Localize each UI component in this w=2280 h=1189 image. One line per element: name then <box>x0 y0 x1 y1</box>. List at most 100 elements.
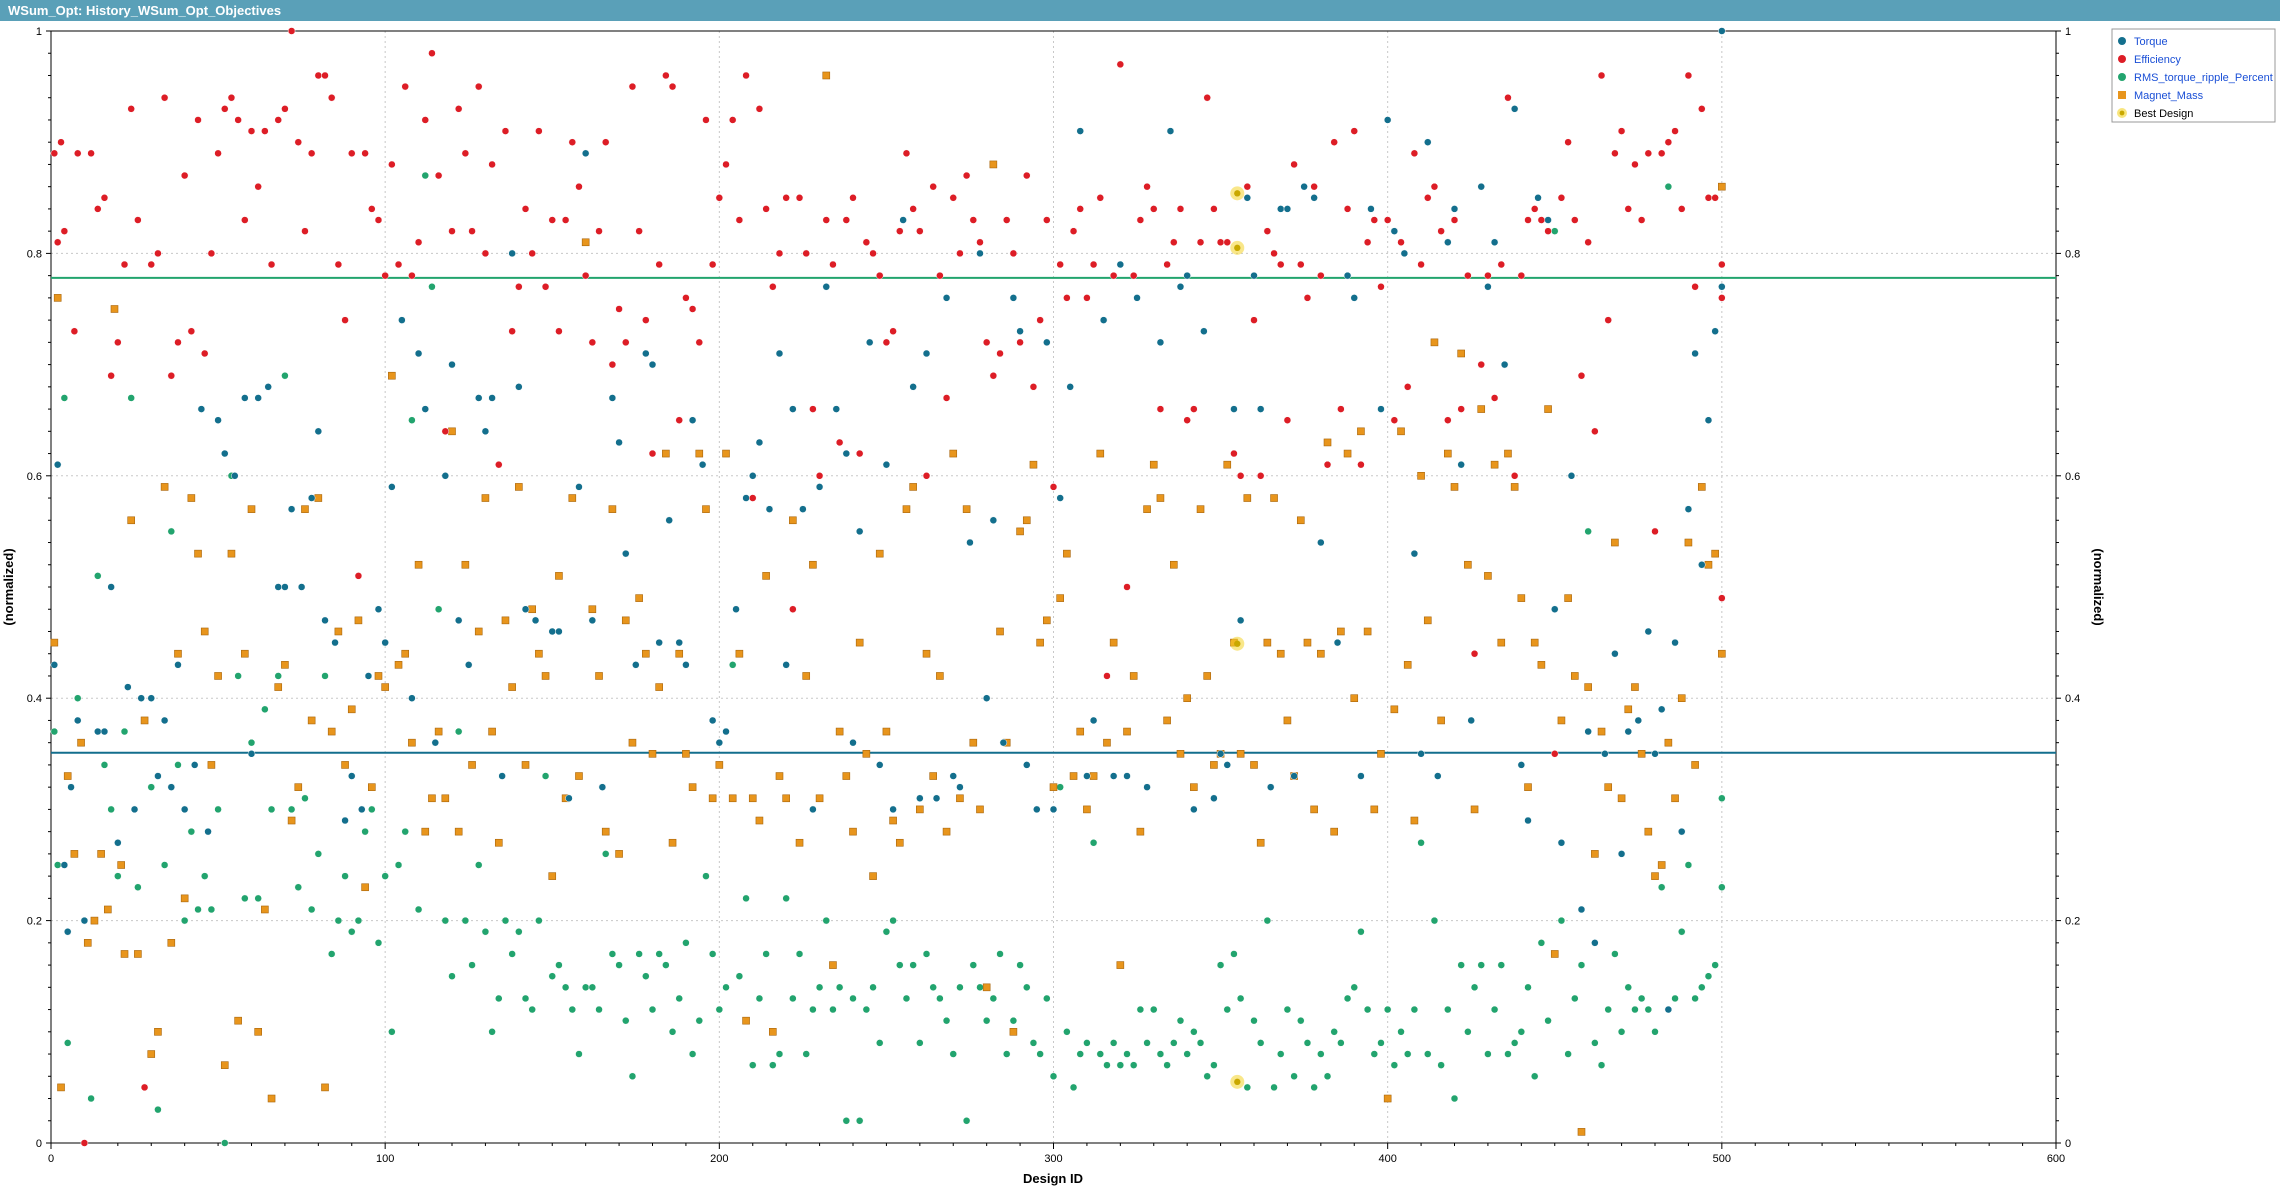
magnet-mass-point <box>70 850 79 858</box>
torque-point <box>1383 116 1392 124</box>
rms-torque-ripple-percent-point <box>1016 961 1024 969</box>
efficiency-point <box>508 327 516 335</box>
magnet-mass-point <box>314 494 323 502</box>
rms-torque-ripple-percent-point <box>254 894 262 903</box>
rms-torque-ripple-percent-point <box>160 861 169 869</box>
rms-torque-ripple-percent-point <box>1677 927 1686 936</box>
rms-torque-ripple-percent-point <box>742 894 750 903</box>
rms-torque-ripple-percent-point <box>1477 961 1485 969</box>
efficiency-point <box>896 227 904 235</box>
rms-torque-ripple-percent-point <box>247 738 256 747</box>
rms-torque-ripple-percent-point <box>1450 1094 1459 1103</box>
efficiency-point <box>548 216 556 224</box>
legend-label-rms-torque-ripple-percent[interactable]: RMS_torque_ripple_Percent <box>2134 72 2273 84</box>
efficiency-point <box>575 182 583 191</box>
rms-torque-ripple-percent-point <box>1484 1050 1492 1058</box>
magnet-mass-point <box>220 1061 229 1069</box>
rms-torque-ripple-percent-point <box>855 1117 864 1125</box>
rms-torque-ripple-percent-point <box>1196 1039 1205 1047</box>
efficiency-point <box>1698 105 1706 113</box>
magnet-mass-point <box>441 794 450 803</box>
magnet-mass-point <box>1691 761 1699 769</box>
rms-torque-ripple-percent-point <box>555 961 563 969</box>
magnet-mass-point <box>1109 638 1118 647</box>
rms-torque-ripple-percent-point <box>94 572 102 580</box>
efficiency-point <box>1504 93 1512 102</box>
rms-torque-ripple-percent-point <box>448 972 456 980</box>
rms-torque-ripple-percent-point <box>1210 1061 1218 1069</box>
efficiency-point <box>227 93 236 102</box>
rms-torque-ripple-percent-point <box>702 872 710 880</box>
rms-torque-ripple-percent-point <box>1397 1028 1405 1036</box>
torque-point <box>474 394 483 402</box>
torque-point <box>875 761 884 769</box>
efficiency-point <box>1671 127 1679 135</box>
efficiency-point <box>1637 216 1646 224</box>
magnet-mass-point <box>1611 538 1619 547</box>
legend-label-best-design[interactable]: Best Design <box>2134 108 2193 120</box>
efficiency-point <box>909 205 917 213</box>
torque-point <box>1551 605 1559 613</box>
rms-torque-ripple-percent-point <box>60 394 69 402</box>
torque-point <box>1644 627 1653 636</box>
rms-torque-ripple-percent-point <box>200 872 209 880</box>
rms-torque-ripple-percent-point <box>728 661 737 669</box>
efficiency-point <box>996 349 1004 358</box>
torque-point <box>1657 705 1666 714</box>
torque-point <box>1243 194 1252 202</box>
rms-torque-ripple-percent-point <box>1377 1039 1385 1047</box>
magnet-mass-point <box>916 805 924 814</box>
efficiency-point <box>1136 216 1145 224</box>
rms-torque-ripple-percent-point <box>1176 1016 1185 1025</box>
efficiency-point <box>327 93 336 102</box>
legend-label-torque[interactable]: Torque <box>2134 36 2168 48</box>
magnet-mass-point <box>1136 827 1145 836</box>
efficiency-point <box>835 438 844 447</box>
rms-torque-ripple-percent-point <box>207 905 216 914</box>
efficiency-point <box>1664 138 1673 146</box>
magnet-mass-point <box>1657 861 1666 869</box>
rms-torque-ripple-percent-point <box>234 672 242 680</box>
rms-torque-ripple-percent-point <box>307 905 316 914</box>
magnet-mass-point <box>682 749 690 758</box>
rms-torque-ripple-percent-point <box>1350 983 1358 992</box>
torque-point <box>1534 194 1542 202</box>
efficiency-point <box>989 371 998 380</box>
efficiency-point <box>755 105 764 113</box>
efficiency-point <box>648 449 657 458</box>
torque-point <box>675 638 683 647</box>
legend-label-magnet-mass[interactable]: Magnet_Mass <box>2134 90 2204 102</box>
efficiency-point <box>1203 93 1211 102</box>
efficiency-point <box>922 472 931 480</box>
torque-point <box>1109 772 1118 780</box>
efficiency-point <box>889 327 897 335</box>
efficiency-point <box>1263 227 1272 235</box>
torque-point <box>498 772 506 780</box>
legend-label-efficiency[interactable]: Efficiency <box>2134 54 2181 66</box>
rms-torque-ripple-percent-point <box>281 371 289 380</box>
magnet-mass-point <box>1337 627 1345 636</box>
magnet-mass-point <box>1437 716 1445 725</box>
magnet-mass-point <box>1096 449 1105 458</box>
efficiency-point <box>1103 672 1111 680</box>
torque-point <box>441 472 450 480</box>
torque-point <box>1143 783 1151 791</box>
torque-point <box>1718 283 1726 291</box>
magnet-mass-point <box>1310 805 1318 814</box>
magnet-mass-point <box>200 627 209 636</box>
rms-torque-ripple-percent-point <box>521 994 530 1003</box>
rms-torque-ripple-percent-point <box>1537 939 1546 947</box>
torque-point <box>154 772 162 780</box>
efficiency-point <box>127 105 135 113</box>
magnet-mass-point <box>1089 772 1098 780</box>
efficiency-point <box>1283 416 1292 424</box>
rms-torque-ripple-percent-point <box>1036 1050 1044 1058</box>
efficiency-point <box>1343 205 1352 213</box>
efficiency-point <box>301 227 309 235</box>
torque-point <box>775 349 784 358</box>
y-tick-label-right: 1 <box>2065 26 2071 38</box>
magnet-mass-point <box>1156 494 1165 502</box>
rms-torque-ripple-percent-point <box>495 994 503 1003</box>
best-design-point <box>1234 244 1241 252</box>
rms-torque-ripple-percent-point <box>1243 1083 1252 1092</box>
